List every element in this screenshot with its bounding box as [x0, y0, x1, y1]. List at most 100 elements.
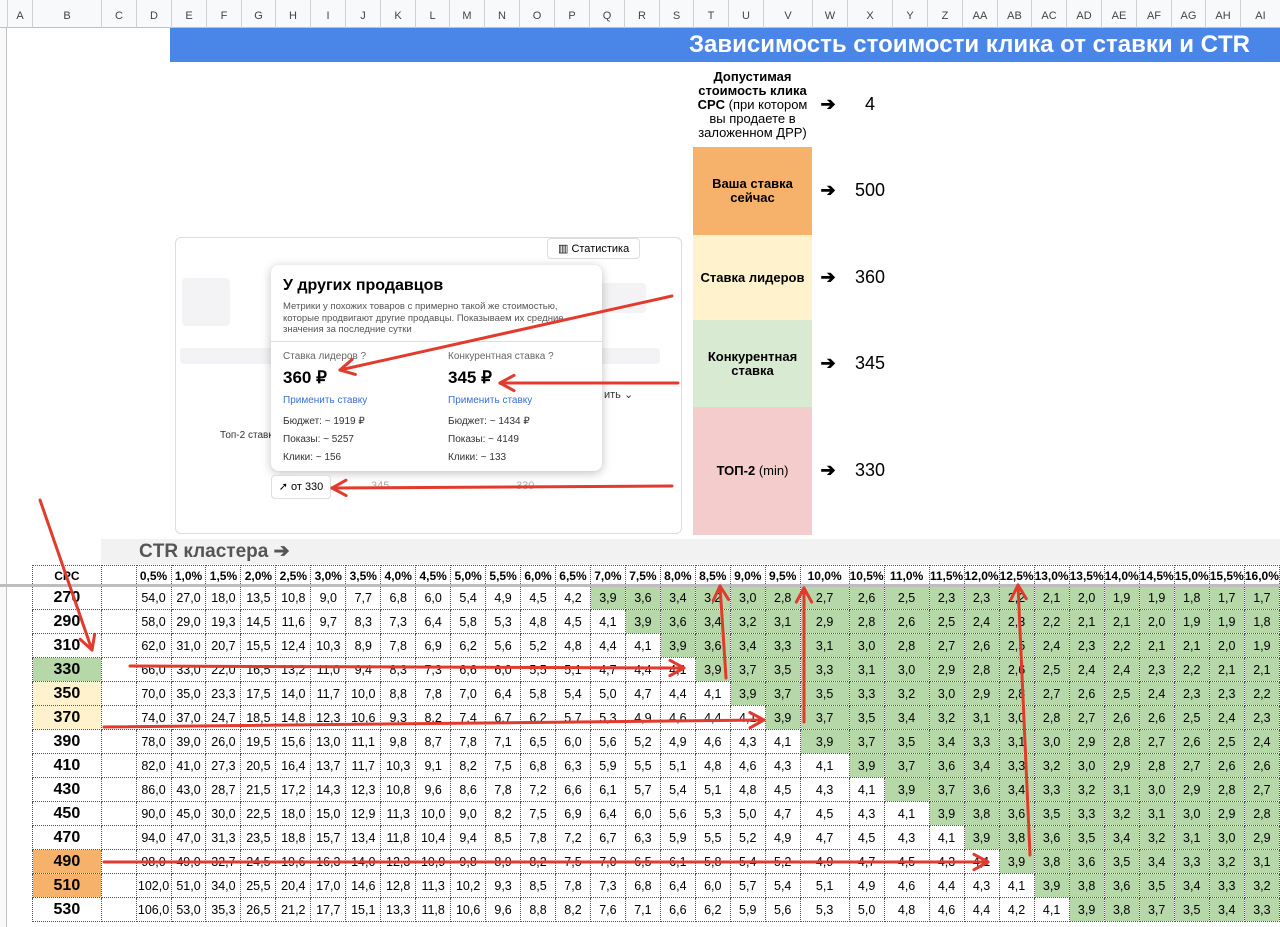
click-cost-cell[interactable]: 6,6 [555, 777, 591, 802]
click-cost-cell[interactable]: 4,9 [799, 849, 850, 874]
click-cost-cell[interactable]: 3,2 [1103, 801, 1140, 826]
click-cost-cell[interactable]: 6,6 [450, 657, 487, 682]
click-cost-cell[interactable]: 9,6 [415, 777, 452, 802]
ctr-header[interactable]: 6,0% [520, 565, 556, 586]
click-cost-cell[interactable]: 2,0 [1208, 633, 1245, 658]
click-cost-cell[interactable]: 9,8 [450, 849, 487, 874]
click-cost-cell[interactable]: 2,8 [848, 609, 885, 634]
click-cost-cell[interactable]: 10,0 [415, 801, 452, 826]
click-cost-cell[interactable]: 28,7 [205, 777, 242, 802]
click-cost-cell[interactable]: 4,5 [848, 825, 885, 850]
click-cost-cell[interactable]: 9,0 [310, 585, 347, 610]
click-cost-cell[interactable]: 5,0 [848, 897, 885, 922]
click-cost-cell[interactable]: 8,2 [485, 801, 522, 826]
ctr-header[interactable]: 7,5% [624, 565, 661, 586]
click-cost-cell[interactable]: 23,3 [205, 681, 242, 706]
click-cost-cell[interactable]: 4,1 [963, 849, 1000, 874]
blank-cell[interactable] [100, 897, 137, 922]
click-cost-cell[interactable]: 14,8 [275, 705, 312, 730]
ctr-header[interactable]: 2,0% [240, 565, 277, 586]
click-cost-cell[interactable]: 5,3 [694, 801, 731, 826]
click-cost-cell[interactable]: 3,5 [1173, 897, 1210, 922]
click-cost-cell[interactable]: 3,4 [1138, 849, 1175, 874]
click-cost-cell[interactable]: 2,1 [1103, 609, 1140, 634]
column-letter-a[interactable]: A [7, 0, 32, 28]
click-cost-cell[interactable]: 4,1 [998, 873, 1035, 898]
click-cost-cell[interactable]: 2,9 [1243, 825, 1280, 850]
click-cost-cell[interactable]: 10,4 [415, 825, 452, 850]
click-cost-cell[interactable]: 37,0 [170, 705, 207, 730]
click-cost-cell[interactable]: 3,3 [1243, 897, 1280, 922]
click-cost-cell[interactable]: 2,3 [1068, 633, 1105, 658]
click-cost-cell[interactable]: 2,6 [963, 633, 1000, 658]
cpc-cell[interactable]: 370 [32, 705, 102, 730]
click-cost-cell[interactable]: 3,9 [624, 609, 661, 634]
click-cost-cell[interactable]: 4,1 [624, 633, 661, 658]
ctr-header[interactable]: 5,5% [485, 565, 522, 586]
ctr-header[interactable]: 2,5% [275, 565, 312, 586]
click-cost-cell[interactable]: 31,0 [170, 633, 207, 658]
click-cost-cell[interactable]: 6,4 [659, 873, 696, 898]
click-cost-cell[interactable]: 4,1 [883, 801, 930, 826]
click-cost-cell[interactable]: 2,4 [1243, 729, 1280, 754]
click-cost-cell[interactable]: 2,9 [1208, 801, 1245, 826]
click-cost-cell[interactable]: 29,0 [170, 609, 207, 634]
click-cost-cell[interactable]: 2,5 [928, 609, 965, 634]
click-cost-cell[interactable]: 45,0 [170, 801, 207, 826]
click-cost-cell[interactable]: 2,1 [1173, 633, 1210, 658]
click-cost-cell[interactable]: 5,4 [450, 585, 487, 610]
blank-cell[interactable] [100, 873, 137, 898]
click-cost-cell[interactable]: 6,2 [450, 633, 487, 658]
click-cost-cell[interactable]: 3,3 [799, 657, 850, 682]
click-cost-cell[interactable]: 5,4 [729, 849, 766, 874]
click-cost-cell[interactable]: 66,0 [135, 657, 172, 682]
ctr-header[interactable]: 15,5% [1208, 565, 1245, 586]
click-cost-cell[interactable]: 5,3 [799, 897, 850, 922]
blank-cell[interactable] [100, 633, 137, 658]
cpc-cell[interactable]: 430 [32, 777, 102, 802]
click-cost-cell[interactable]: 3,4 [1173, 873, 1210, 898]
click-cost-cell[interactable]: 8,6 [450, 777, 487, 802]
click-cost-cell[interactable]: 25,5 [240, 873, 277, 898]
click-cost-cell[interactable]: 4,6 [659, 705, 696, 730]
click-cost-cell[interactable]: 4,6 [694, 729, 731, 754]
click-cost-cell[interactable]: 6,0 [555, 729, 591, 754]
click-cost-cell[interactable]: 2,6 [1173, 729, 1210, 754]
column-letter-ac[interactable]: AC [1031, 0, 1066, 28]
click-cost-cell[interactable]: 5,1 [659, 753, 696, 778]
click-cost-cell[interactable]: 3,5 [1033, 801, 1070, 826]
ctr-header[interactable]: 8,5% [694, 565, 731, 586]
column-letter-w[interactable]: W [812, 0, 847, 28]
click-cost-cell[interactable]: 10,2 [450, 873, 487, 898]
click-cost-cell[interactable]: 2,3 [928, 585, 965, 610]
click-cost-cell[interactable]: 7,4 [450, 705, 487, 730]
click-cost-cell[interactable]: 3,0 [848, 633, 885, 658]
ctr-header[interactable]: 12,0% [963, 565, 1000, 586]
click-cost-cell[interactable]: 14,0 [275, 681, 312, 706]
ctr-header[interactable]: 4,0% [380, 565, 417, 586]
click-cost-cell[interactable]: 4,4 [928, 873, 965, 898]
click-cost-cell[interactable]: 3,7 [729, 657, 766, 682]
click-cost-cell[interactable]: 4,2 [555, 585, 591, 610]
click-cost-cell[interactable]: 3,3 [1208, 873, 1245, 898]
click-cost-cell[interactable]: 3,1 [963, 705, 1000, 730]
ctr-header[interactable]: 13,5% [1068, 565, 1105, 586]
click-cost-cell[interactable]: 7,8 [520, 825, 556, 850]
ctr-header[interactable]: 4,5% [415, 565, 452, 586]
ctr-header[interactable]: 5,0% [450, 565, 487, 586]
click-cost-cell[interactable]: 49,0 [170, 849, 207, 874]
ctr-header[interactable]: 1,5% [205, 565, 242, 586]
click-cost-cell[interactable]: 3,9 [1068, 897, 1105, 922]
click-cost-cell[interactable]: 17,2 [275, 777, 312, 802]
click-cost-cell[interactable]: 5,6 [589, 729, 626, 754]
click-cost-cell[interactable]: 5,5 [624, 753, 661, 778]
click-cost-cell[interactable]: 2,5 [883, 585, 930, 610]
click-cost-cell[interactable]: 4,7 [799, 825, 850, 850]
click-cost-cell[interactable]: 2,1 [1138, 633, 1175, 658]
column-letter-g[interactable]: G [241, 0, 275, 28]
click-cost-cell[interactable]: 21,2 [275, 897, 312, 922]
click-cost-cell[interactable]: 4,1 [799, 753, 850, 778]
click-cost-cell[interactable]: 6,5 [624, 849, 661, 874]
click-cost-cell[interactable]: 2,4 [1068, 657, 1105, 682]
click-cost-cell[interactable]: 2,5 [1173, 705, 1210, 730]
